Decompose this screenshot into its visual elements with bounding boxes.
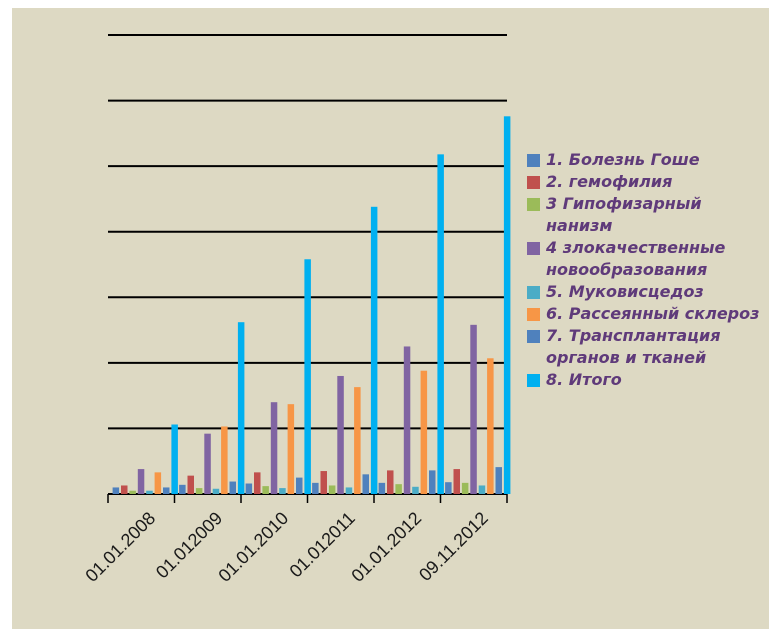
bar-6-6	[487, 358, 494, 494]
bar-7-4	[362, 474, 369, 494]
legend-item: 2. гемофилия	[527, 171, 772, 193]
bar-4-2	[204, 433, 211, 494]
bar-8-4	[370, 206, 378, 494]
legend-swatch	[527, 330, 540, 343]
bar-8-2	[237, 322, 245, 494]
bar-7-6	[495, 467, 502, 494]
bar-8-5	[437, 154, 444, 494]
bar-2-4	[320, 471, 327, 494]
bar-1-1	[112, 487, 120, 494]
bar-8-3	[304, 259, 311, 494]
bar-3-3	[262, 486, 269, 494]
bar-8-1	[171, 424, 178, 494]
bar-8-6	[503, 116, 511, 495]
bar-1-4	[312, 482, 319, 494]
bar-1-3	[245, 483, 253, 494]
legend-label: 3 Гипофизарный нанизм	[546, 194, 702, 235]
legend-swatch	[527, 286, 540, 299]
legend-label: 4 злокачественные новообразования	[546, 238, 726, 279]
legend-item: 7. Трансплантация органов и тканей	[527, 325, 772, 369]
bar-5-4	[345, 487, 353, 494]
bar-6-4	[354, 387, 361, 494]
bar-3-4	[328, 485, 336, 494]
legend-label: 7. Трансплантация органов и тканей	[546, 326, 721, 367]
bar-6-1	[154, 472, 162, 494]
bar-1-2	[179, 484, 186, 494]
bar-7-1	[163, 487, 170, 494]
legend-label: 6. Рассеянный склероз	[546, 304, 760, 323]
legend-swatch	[527, 308, 540, 321]
bar-5-5	[412, 486, 419, 494]
legend-label: 2. гемофилия	[546, 172, 673, 191]
bar-5-6	[478, 485, 486, 494]
legend-item: 3 Гипофизарный нанизм	[527, 193, 772, 237]
bar-2-1	[121, 485, 128, 494]
bar-7-3	[296, 477, 303, 494]
legend-item: 1. Болезнь Гоше	[527, 149, 772, 171]
bar-5-1	[146, 490, 153, 494]
bar-2-6	[453, 469, 460, 494]
bar-2-5	[387, 470, 394, 494]
legend-item: 8. Итого	[527, 369, 772, 391]
legend-label: 1. Болезнь Гоше	[546, 150, 700, 169]
legend-item: 5. Муковисцедоз	[527, 281, 772, 303]
bar-4-3	[270, 402, 278, 494]
bar-4-1	[137, 469, 145, 494]
legend-swatch	[527, 154, 540, 167]
legend-label: 5. Муковисцедоз	[546, 282, 704, 301]
bar-4-6	[470, 324, 477, 494]
legend-item: 4 злокачественные новообразования	[527, 237, 772, 281]
chart-background	[12, 8, 769, 629]
bar-3-6	[461, 482, 469, 494]
legend-swatch	[527, 374, 540, 387]
bar-7-5	[429, 470, 436, 494]
bar-1-6	[445, 482, 452, 494]
bar-3-1	[129, 490, 136, 494]
legend-swatch	[527, 242, 540, 255]
legend-swatch	[527, 176, 540, 189]
bar-6-2	[221, 426, 228, 494]
bar-5-2	[212, 488, 220, 494]
bar-6-3	[287, 404, 295, 494]
bar-1-5	[378, 482, 386, 494]
bar-3-2	[195, 488, 203, 494]
legend-label: 8. Итого	[546, 370, 622, 389]
bar-7-2	[229, 481, 236, 494]
legend-item: 6. Рассеянный склероз	[527, 303, 772, 325]
bar-4-4	[337, 375, 344, 494]
chart-legend: 1. Болезнь Гоше 2. гемофилия 3 Гипофизарны…	[527, 149, 772, 391]
bar-3-5	[395, 484, 402, 494]
legend-swatch	[527, 198, 540, 211]
bar-2-2	[187, 475, 194, 494]
bar-2-3	[254, 472, 261, 494]
bar-4-5	[403, 346, 411, 494]
bar-6-5	[420, 370, 428, 494]
bar-5-3	[279, 488, 286, 494]
